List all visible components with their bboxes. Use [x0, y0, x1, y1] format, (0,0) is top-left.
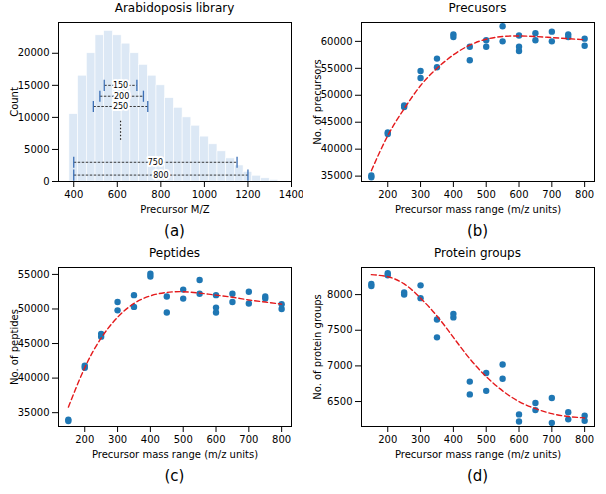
svg-text:No. of protein groups: No. of protein groups	[312, 294, 323, 400]
html-text:Arabidoposis library: Arabidoposis library	[114, 1, 235, 15]
svg-text:No. of precursors: No. of precursors	[312, 59, 323, 145]
svg-text:40000: 40000	[321, 143, 353, 154]
svg-text:35000: 35000	[321, 170, 353, 181]
svg-text:600: 600	[509, 434, 528, 445]
svg-text:400: 400	[141, 434, 160, 445]
svg-text:300: 300	[411, 434, 430, 445]
svg-text:200: 200	[75, 434, 94, 445]
svg-text:200: 200	[378, 434, 397, 445]
svg-text:250: 250	[113, 102, 128, 111]
svg-text:6500: 6500	[327, 396, 352, 407]
svg-text:150: 150	[113, 81, 128, 90]
svg-text:45000: 45000	[321, 116, 353, 127]
svg-text:300: 300	[108, 434, 127, 445]
svg-text:500: 500	[477, 189, 496, 200]
svg-text:No. of peptides: No. of peptides	[9, 309, 20, 385]
svg-text:55000: 55000	[321, 63, 353, 74]
svg-text:7500: 7500	[327, 324, 352, 335]
svg-text:Precursor mass range (m/z unit: Precursor mass range (m/z units)	[92, 449, 258, 460]
svg-text:15000: 15000	[18, 80, 50, 91]
svg-text:400: 400	[64, 189, 83, 200]
html-text:Protein groups: Protein groups	[434, 246, 521, 260]
svg-text:50000: 50000	[18, 303, 50, 314]
svg-text:Precursor mass range (m/z unit: Precursor mass range (m/z units)	[395, 449, 561, 460]
svg-text:60000: 60000	[321, 36, 353, 47]
svg-text:500: 500	[174, 434, 193, 445]
html-text:(c): (c)	[164, 467, 185, 485]
svg-text:5000: 5000	[24, 144, 49, 155]
svg-text:800: 800	[153, 171, 168, 180]
svg-text:Precursor M/Z: Precursor M/Z	[140, 204, 209, 215]
svg-text:700: 700	[542, 189, 561, 200]
svg-text:200: 200	[378, 189, 397, 200]
svg-text:800: 800	[575, 434, 594, 445]
svg-text:800: 800	[575, 189, 594, 200]
svg-text:750: 750	[148, 158, 163, 167]
svg-text:600: 600	[108, 189, 127, 200]
html-text:Peptides: Peptides	[148, 246, 200, 260]
svg-text:20000: 20000	[18, 47, 50, 58]
svg-text:50000: 50000	[321, 89, 353, 100]
svg-text:7000: 7000	[327, 360, 352, 371]
svg-text:800: 800	[151, 189, 170, 200]
html-text:Precusors: Precusors	[448, 1, 507, 15]
svg-text:40000: 40000	[18, 372, 50, 383]
svg-text:8000: 8000	[327, 289, 352, 300]
svg-text:400: 400	[444, 189, 463, 200]
svg-text:1400: 1400	[279, 189, 303, 200]
svg-text:10000: 10000	[18, 112, 50, 123]
svg-text:Precursor mass range (m/z unit: Precursor mass range (m/z units)	[395, 204, 561, 215]
svg-text:1200: 1200	[235, 189, 260, 200]
svg-text:Count: Count	[9, 87, 20, 117]
svg-text:35000: 35000	[18, 407, 50, 418]
html-text:(a): (a)	[164, 222, 185, 240]
svg-text:500: 500	[477, 434, 496, 445]
svg-text:700: 700	[239, 434, 258, 445]
svg-text:300: 300	[411, 189, 430, 200]
html-text:(d): (d)	[466, 467, 489, 485]
svg-text:0: 0	[43, 176, 49, 187]
svg-text:45000: 45000	[18, 338, 50, 349]
html-text:(b): (b)	[466, 222, 489, 240]
svg-text:1000: 1000	[192, 189, 217, 200]
svg-text:55000: 55000	[18, 269, 50, 280]
svg-text:200: 200	[114, 92, 129, 101]
svg-text:400: 400	[444, 434, 463, 445]
svg-text:700: 700	[542, 434, 561, 445]
svg-text:600: 600	[206, 434, 225, 445]
svg-text:600: 600	[509, 189, 528, 200]
svg-text:800: 800	[272, 434, 291, 445]
